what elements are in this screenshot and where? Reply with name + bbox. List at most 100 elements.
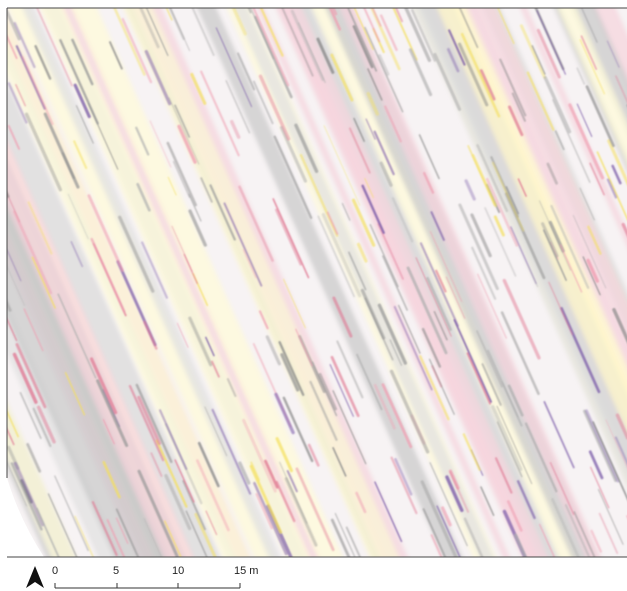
texture (236, 52, 256, 91)
texture (356, 242, 368, 263)
texture (507, 384, 524, 417)
texture (381, 383, 413, 449)
texture (7, 8, 141, 557)
texture (61, 152, 76, 180)
texture (190, 8, 467, 557)
texture (394, 457, 413, 496)
texture (606, 40, 620, 68)
texture (75, 105, 94, 144)
texture (284, 477, 318, 547)
texture (499, 58, 527, 117)
texture (13, 461, 45, 527)
texture (182, 479, 206, 531)
texture (511, 92, 527, 122)
texture (209, 184, 236, 241)
texture (143, 518, 174, 557)
texture (348, 251, 367, 291)
texture (361, 184, 385, 234)
texture (440, 506, 452, 527)
texture (15, 8, 286, 557)
texture (109, 8, 146, 76)
texture (458, 42, 489, 107)
texture (27, 201, 53, 255)
texture (433, 52, 462, 111)
texture (307, 443, 320, 467)
texture (176, 322, 189, 348)
texture (264, 459, 279, 489)
texture (390, 456, 418, 515)
texture (496, 405, 533, 485)
texture (253, 481, 288, 556)
texture (471, 246, 497, 300)
texture (579, 187, 595, 221)
texture (237, 8, 275, 60)
texture (419, 242, 459, 327)
texture (543, 75, 572, 134)
texture (190, 72, 207, 105)
texture (36, 405, 56, 444)
texture (119, 8, 403, 557)
texture (188, 316, 213, 367)
texture (174, 459, 195, 503)
texture (251, 8, 284, 57)
texture (345, 526, 382, 557)
texture (507, 105, 524, 137)
texture (491, 405, 523, 471)
texture (115, 517, 129, 544)
texture (141, 241, 169, 299)
texture (10, 462, 43, 531)
texture (137, 469, 179, 557)
texture (158, 409, 188, 470)
texture (225, 80, 251, 134)
texture (64, 372, 86, 416)
texture (559, 244, 583, 293)
texture (7, 8, 21, 41)
texture (211, 360, 220, 378)
texture (71, 38, 94, 86)
texture (336, 340, 364, 399)
texture (7, 262, 18, 342)
texture (588, 450, 604, 480)
texture (538, 523, 565, 557)
texture (382, 255, 409, 311)
texture (476, 143, 509, 213)
texture (351, 8, 381, 43)
texture (143, 320, 158, 350)
texture (54, 8, 325, 557)
texture (102, 460, 121, 499)
texture (7, 124, 21, 150)
texture (466, 8, 627, 557)
texture (200, 177, 213, 203)
texture (464, 179, 476, 201)
texture (127, 8, 160, 49)
scale-bar (54, 583, 241, 589)
texture (47, 493, 83, 557)
texture (115, 508, 143, 557)
texture (373, 130, 395, 176)
texture (560, 307, 601, 394)
texture (365, 118, 376, 140)
texture (35, 507, 61, 557)
texture (0, 31, 2, 71)
texture (163, 8, 173, 21)
texture (109, 41, 123, 70)
texture (479, 69, 496, 101)
texture (466, 352, 491, 405)
texture (215, 27, 253, 108)
texture (550, 204, 590, 289)
texture (584, 409, 620, 483)
texture (255, 493, 273, 530)
texture (183, 253, 198, 285)
texture (580, 35, 598, 70)
texture (500, 311, 540, 395)
texture (74, 515, 95, 557)
texture (89, 357, 118, 415)
texture (353, 117, 365, 142)
scale-label: 0 (52, 565, 58, 577)
texture (576, 67, 586, 85)
texture (373, 383, 396, 430)
texture (7, 404, 15, 446)
texture (205, 510, 218, 536)
texture (26, 443, 42, 473)
texture (15, 343, 47, 409)
